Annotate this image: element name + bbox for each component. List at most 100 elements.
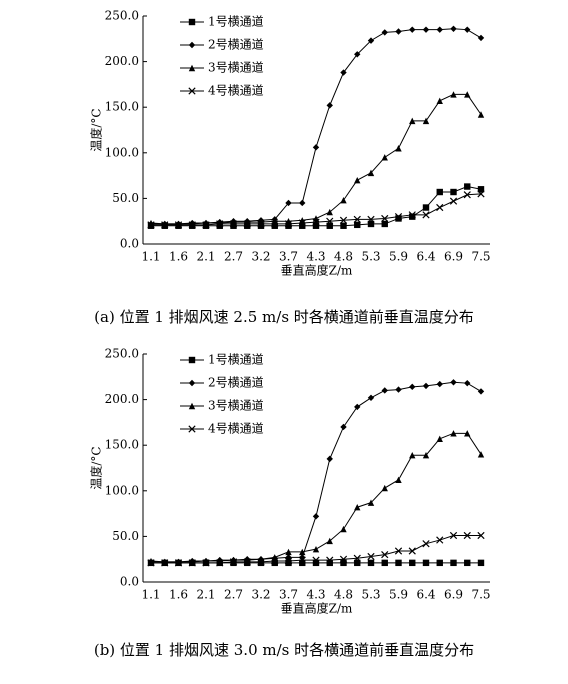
marker [202,221,210,229]
marker [422,26,430,33]
marker [298,219,306,227]
legend-label: 3号横通道 [208,61,264,75]
legend-marker [188,87,196,95]
legend-label: 4号横通道 [208,84,264,98]
marker [257,558,265,566]
marker [436,188,443,196]
marker [353,554,361,562]
marker [174,221,183,229]
marker [216,219,223,227]
marker [285,199,292,207]
marker [339,216,348,224]
marker [229,220,238,228]
marker [257,559,265,567]
marker [409,26,416,33]
marker [340,423,347,431]
x-tick-label: 5.9 [389,250,408,264]
marker [395,145,402,152]
marker [175,220,182,228]
marker [395,476,402,484]
marker [312,513,320,520]
marker [188,221,196,229]
y-tick-label: 250.0 [105,347,139,361]
marker [189,558,196,566]
marker [367,220,375,228]
marker [354,176,361,184]
legend-label: 1号横通道 [208,15,264,29]
marker [477,34,485,42]
marker [299,548,306,556]
marker [161,221,169,229]
marker [449,197,458,205]
marker [271,557,279,565]
legend-marker [188,41,196,49]
y-tick-label: 0.0 [120,575,139,589]
series-line [151,28,482,225]
legend-marker [188,379,196,387]
legend-label: 2号横通道 [208,38,264,52]
marker [229,558,238,566]
marker [285,548,292,556]
marker [175,558,182,566]
y-tick-label: 200.0 [105,392,139,406]
x-tick-label: 6.4 [416,588,435,602]
x-tick-label: 2.7 [224,588,243,602]
marker [285,559,292,567]
marker [285,554,292,561]
marker [463,191,471,199]
x-tick-label: 4.3 [306,250,325,264]
x-tick-label: 4.8 [334,588,353,602]
marker [147,221,155,229]
marker [409,383,416,391]
marker [381,559,388,567]
legend-label: 4号横通道 [208,422,264,436]
marker [354,221,361,229]
x-tick-label: 3.2 [251,250,270,264]
marker [464,183,471,190]
marker [381,154,388,161]
marker [340,69,347,76]
marker [477,531,485,540]
x-tick-label: 5.3 [361,250,380,264]
marker [450,91,457,98]
legend-marker [188,402,196,410]
marker [450,430,457,437]
marker [450,379,457,386]
marker [312,556,320,564]
marker [436,97,443,105]
x-tick-label: 1.1 [141,250,160,264]
y-axis-label: 温度/°C [89,108,104,151]
marker [161,559,169,567]
marker [436,536,444,544]
y-tick-label: 150.0 [105,100,139,114]
x-tick-label: 5.9 [389,588,408,602]
marker [353,215,361,224]
marker [340,525,347,533]
legend-marker [188,425,196,433]
x-tick-label: 5.3 [361,588,380,602]
marker [326,217,334,225]
marker [436,380,443,388]
x-tick-label: 1.1 [141,588,160,602]
marker [354,559,361,567]
y-tick-label: 250.0 [105,9,139,23]
marker [436,203,444,212]
marker [284,220,293,228]
marker [477,190,485,198]
x-tick-label: 2.1 [196,588,215,602]
marker [257,220,265,228]
marker [312,218,320,226]
x-tick-label: 1.6 [169,250,188,264]
marker [340,197,347,204]
marker [464,559,471,567]
marker [326,455,333,463]
legend-label: 1号横通道 [208,353,264,367]
marker [174,559,183,567]
marker [354,403,361,411]
marker [395,386,402,393]
marker [312,222,320,229]
marker [422,382,430,390]
marker [408,211,416,219]
marker [394,213,403,221]
legend-marker [188,356,196,364]
